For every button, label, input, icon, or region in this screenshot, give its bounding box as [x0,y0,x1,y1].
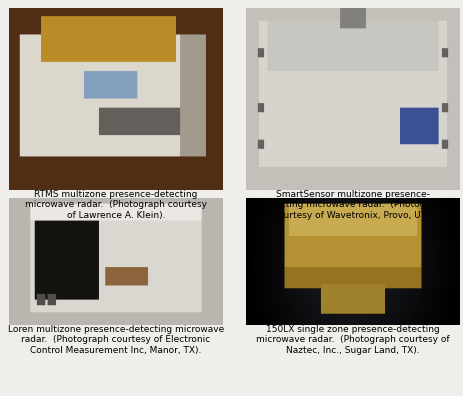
Text: SmartSensor multizone presence-
detecting microwave radar.  (Photograph
courtesy: SmartSensor multizone presence- detectin… [259,190,445,220]
Text: Loren multizone presence-detecting microwave
radar.  (Photograph courtesy of Ele: Loren multizone presence-detecting micro… [8,325,224,354]
Text: RTMS multizone presence-detecting
microwave radar.  (Photograph courtesy
of Lawr: RTMS multizone presence-detecting microw… [25,190,206,220]
Text: 150LX single zone presence-detecting
microwave radar.  (Photograph courtesy of
N: 150LX single zone presence-detecting mic… [255,325,449,354]
